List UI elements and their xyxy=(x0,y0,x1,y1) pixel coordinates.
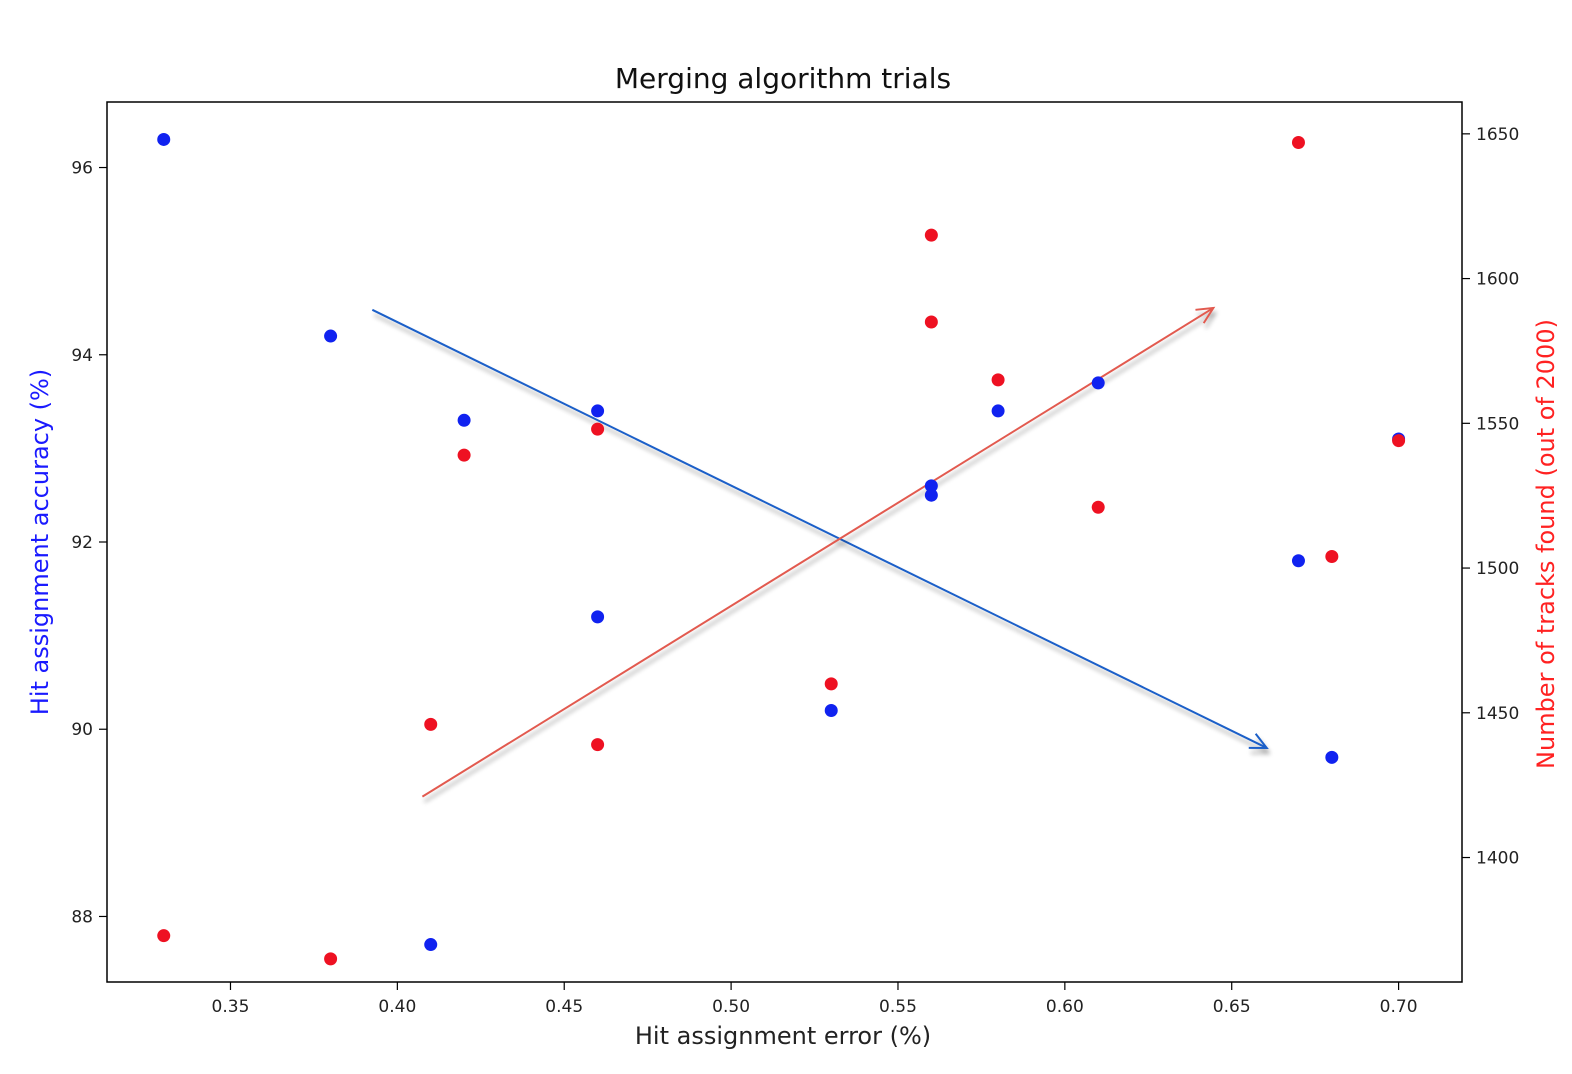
tracks-found-point xyxy=(924,315,938,329)
tracks-found-point xyxy=(1392,434,1406,448)
accuracy-point xyxy=(924,488,938,502)
y-left-axis-label: Hit assignment accuracy (%) xyxy=(26,369,54,715)
y-right-axis-label: Number of tracks found (out of 2000) xyxy=(1532,319,1560,769)
accuracy-point xyxy=(457,413,471,427)
tracks-found-point xyxy=(424,717,438,731)
y-left-tick-label: 88 xyxy=(71,907,93,927)
y-right-tick-label: 1450 xyxy=(1476,704,1519,724)
tracks-found-point xyxy=(457,448,471,462)
x-tick-label: 0.60 xyxy=(1046,997,1084,1017)
y-right-tick-label: 1550 xyxy=(1476,414,1519,434)
y-left-tick-label: 92 xyxy=(71,533,93,553)
y-left-axis-ticks: 88 90 92 94 96 xyxy=(71,159,107,927)
x-tick-label: 0.45 xyxy=(545,997,583,1017)
x-tick-label: 0.35 xyxy=(212,997,250,1017)
y-left-tick-label: 96 xyxy=(71,159,93,179)
accuracy-point xyxy=(157,132,171,146)
tracks-found-point xyxy=(924,228,938,242)
y-right-tick-label: 1600 xyxy=(1476,270,1519,290)
x-axis-ticks: 0.35 0.40 0.45 0.50 0.55 0.60 0.65 0.70 xyxy=(212,982,1418,1017)
chart-title: Merging algorithm trials xyxy=(615,62,951,95)
accuracy-point xyxy=(591,404,605,418)
trend-arrow-shaft xyxy=(371,308,1268,749)
accuracy-point xyxy=(924,479,938,493)
tracks-found-point xyxy=(824,677,838,691)
y-left-tick-label: 90 xyxy=(71,720,93,740)
trend-arrow-head xyxy=(1248,733,1269,749)
y-right-tick-label: 1500 xyxy=(1476,559,1519,579)
accuracy-point xyxy=(991,404,1005,418)
accuracy-point xyxy=(824,704,838,718)
trend-arrow-head xyxy=(1195,306,1216,324)
y-right-tick-label: 1400 xyxy=(1476,849,1519,869)
tracks-found-point xyxy=(157,929,171,943)
accuracy-point xyxy=(591,610,605,624)
tracks-found-point xyxy=(991,373,1005,387)
tracks-found-point xyxy=(591,422,605,436)
accuracy-point xyxy=(1291,554,1305,568)
tracks-found-point xyxy=(1325,549,1339,563)
y-right-tick-label: 1650 xyxy=(1476,125,1519,145)
y-right-axis-ticks: 1400 1450 1500 1550 1600 1650 xyxy=(1462,125,1519,869)
trend-arrow-2 xyxy=(421,306,1216,798)
tracks-found-point xyxy=(591,738,605,752)
tracks-found-point xyxy=(1291,136,1305,150)
accuracy-point xyxy=(1325,750,1339,764)
tracks-found-point xyxy=(1091,500,1105,514)
x-tick-label: 0.55 xyxy=(879,997,917,1017)
accuracy-point xyxy=(324,329,338,343)
tracks-found-point xyxy=(324,952,338,966)
x-tick-label: 0.50 xyxy=(712,997,750,1017)
trend-arrow-shaft xyxy=(421,307,1214,798)
x-axis-label: Hit assignment error (%) xyxy=(635,1022,931,1050)
y-left-tick-label: 94 xyxy=(71,346,93,366)
scatter-points xyxy=(157,132,1406,966)
accuracy-point xyxy=(1091,376,1105,390)
x-tick-label: 0.65 xyxy=(1213,997,1251,1017)
accuracy-point xyxy=(424,938,438,952)
trend-arrows xyxy=(371,306,1269,798)
x-tick-label: 0.40 xyxy=(378,997,416,1017)
x-tick-label: 0.70 xyxy=(1380,997,1418,1017)
trend-arrow-1 xyxy=(371,308,1269,749)
plot-area-frame xyxy=(106,101,1463,983)
